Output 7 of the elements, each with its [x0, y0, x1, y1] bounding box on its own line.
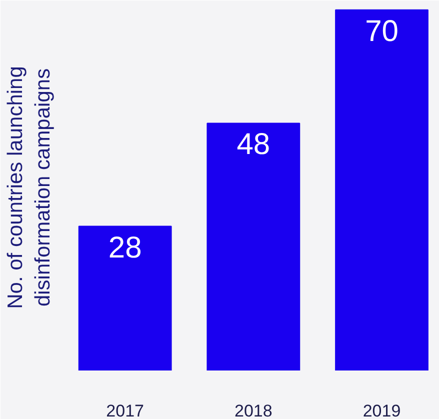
y-axis-title: No. of countries launching disinformation campaigns	[4, 66, 54, 309]
data-label: 28	[108, 231, 142, 264]
data-label: 48	[236, 128, 270, 162]
x-tick-label: 2018	[234, 402, 272, 419]
x-tick-label: 2017	[106, 402, 144, 419]
data-label: 70	[365, 14, 398, 48]
x-tick-label: 2019	[362, 402, 401, 419]
